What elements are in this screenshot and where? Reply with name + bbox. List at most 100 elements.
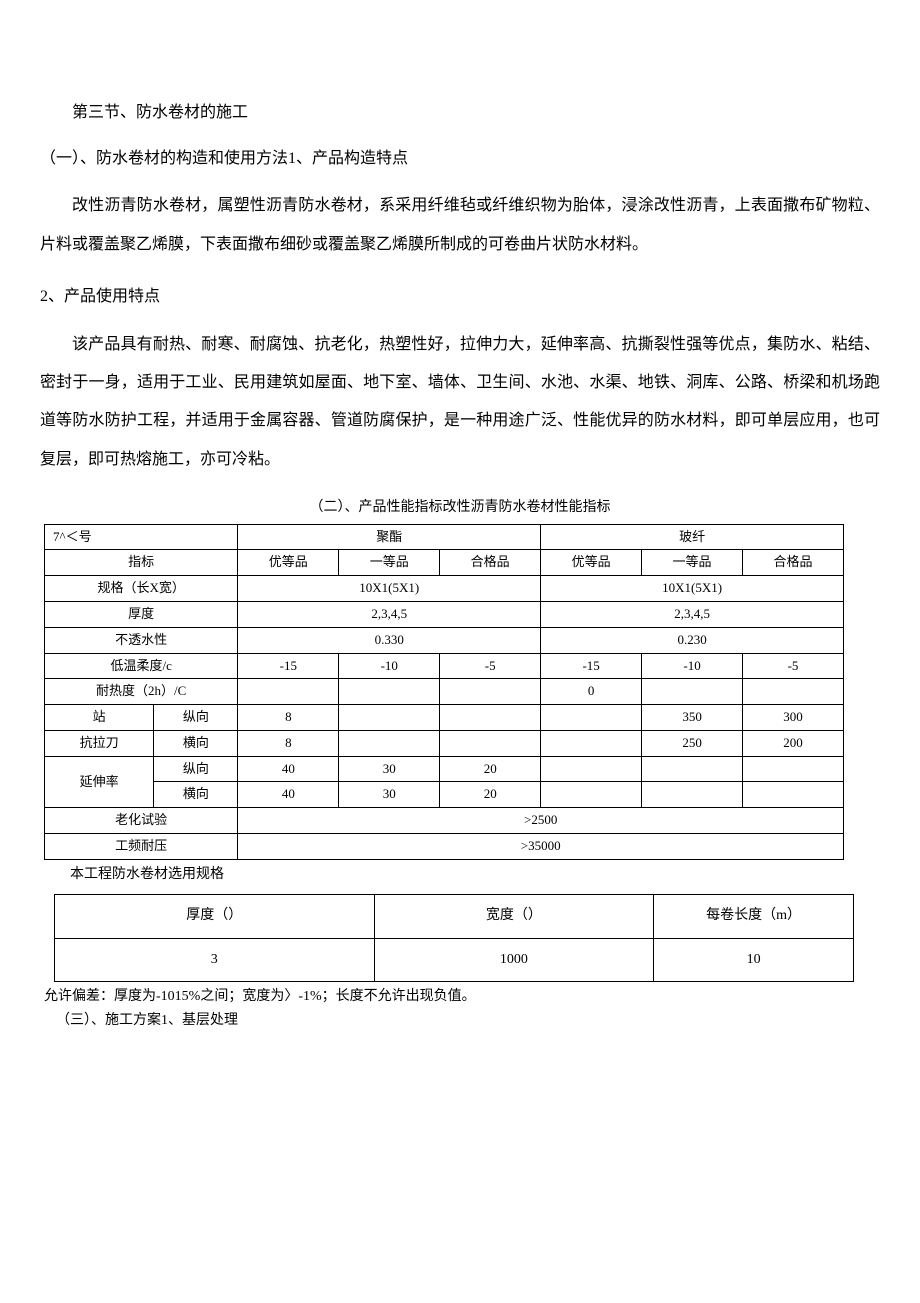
- table-row: 耐热度（2h）/C 0: [45, 679, 844, 705]
- cell: 200: [743, 730, 844, 756]
- cell: 每卷长度（m）: [654, 895, 854, 938]
- cell: 350: [642, 705, 743, 731]
- cell: [743, 756, 844, 782]
- cell: 10: [654, 938, 854, 981]
- cell: 纵向: [154, 705, 238, 731]
- spec-table: 厚度（） 宽度（） 每卷长度（m） 3 1000 10: [54, 894, 854, 982]
- table-row: 厚度（） 宽度（） 每卷长度（m）: [55, 895, 854, 938]
- cell: [339, 705, 440, 731]
- cell: [541, 782, 642, 808]
- cell: 30: [339, 782, 440, 808]
- cell: 耐热度（2h）/C: [45, 679, 238, 705]
- cell: >35000: [238, 834, 844, 860]
- cell: [440, 705, 541, 731]
- cell: [440, 730, 541, 756]
- cell: 2,3,4,5: [238, 601, 541, 627]
- cell: 10X1(5X1): [541, 576, 844, 602]
- cell: [743, 782, 844, 808]
- performance-table: 7^＜号 聚酯 玻纤 指标 优等品 一等品 合格品 优等品 一等品 合格品 规格…: [44, 524, 844, 860]
- cell: 宽度（）: [374, 895, 654, 938]
- table-row: 抗拉刀 横向 8 250 200: [45, 730, 844, 756]
- cell: [238, 679, 339, 705]
- table-row: 厚度 2,3,4,5 2,3,4,5: [45, 601, 844, 627]
- cell: -5: [743, 653, 844, 679]
- final-section: （三）、施工方案1、基层处理: [56, 1010, 880, 1032]
- cell: [642, 782, 743, 808]
- cell: 一等品: [339, 550, 440, 576]
- paragraph-2: 该产品具有耐热、耐寒、耐腐蚀、抗老化，热塑性好，拉伸力大，延伸率高、抗撕裂性强等…: [40, 326, 880, 480]
- cell: 10X1(5X1): [238, 576, 541, 602]
- cell: 抗拉刀: [45, 730, 154, 756]
- cell: -10: [642, 653, 743, 679]
- table-row: 指标 优等品 一等品 合格品 优等品 一等品 合格品: [45, 550, 844, 576]
- table-row: 老化试验 >2500: [45, 808, 844, 834]
- table-row: 站 纵向 8 350 300: [45, 705, 844, 731]
- cell: 0.230: [541, 627, 844, 653]
- sub-heading-2: 2、产品使用特点: [40, 284, 880, 310]
- cell: 老化试验: [45, 808, 238, 834]
- cell: 不透水性: [45, 627, 238, 653]
- cell: 工频耐压: [45, 834, 238, 860]
- cell: 低温柔度/c: [45, 653, 238, 679]
- table-row: 横向 40 30 20: [45, 782, 844, 808]
- cell: [440, 679, 541, 705]
- section-title: 第三节、防水卷材的施工: [40, 100, 880, 126]
- cell: 20: [440, 756, 541, 782]
- cell: 2,3,4,5: [541, 601, 844, 627]
- cell: 横向: [154, 782, 238, 808]
- cell: [642, 679, 743, 705]
- cell: 0: [541, 679, 642, 705]
- cell: -15: [541, 653, 642, 679]
- cell: 纵向: [154, 756, 238, 782]
- cell: [541, 705, 642, 731]
- cell: 优等品: [238, 550, 339, 576]
- cell: 厚度: [45, 601, 238, 627]
- cell: 一等品: [642, 550, 743, 576]
- cell: 玻纤: [541, 524, 844, 550]
- table1-caption: （二）、产品性能指标改性沥青防水卷材性能指标: [40, 497, 880, 519]
- table-row: 不透水性 0.330 0.230: [45, 627, 844, 653]
- cell: 聚酯: [238, 524, 541, 550]
- cell: >2500: [238, 808, 844, 834]
- table-row: 延伸率 纵向 40 30 20: [45, 756, 844, 782]
- footnote: 允许偏差：厚度为-1015%之间；宽度为〉-1%；长度不允许出现负值。: [44, 986, 880, 1008]
- cell: -5: [440, 653, 541, 679]
- cell: 合格品: [440, 550, 541, 576]
- table-row: 7^＜号 聚酯 玻纤: [45, 524, 844, 550]
- table-row: 工频耐压 >35000: [45, 834, 844, 860]
- cell: 指标: [45, 550, 238, 576]
- cell: 1000: [374, 938, 654, 981]
- cell: 合格品: [743, 550, 844, 576]
- sub-note: 本工程防水卷材选用规格: [70, 864, 880, 886]
- cell: 0.330: [238, 627, 541, 653]
- cell: -10: [339, 653, 440, 679]
- cell: 300: [743, 705, 844, 731]
- table-row: 3 1000 10: [55, 938, 854, 981]
- cell: 7^＜号: [45, 524, 238, 550]
- cell: 3: [55, 938, 375, 981]
- cell: 8: [238, 730, 339, 756]
- cell: 规格（长X宽）: [45, 576, 238, 602]
- cell: 40: [238, 782, 339, 808]
- subsection-1: （一）、防水卷材的构造和使用方法1、产品构造特点: [40, 146, 880, 172]
- cell: 8: [238, 705, 339, 731]
- paragraph-1: 改性沥青防水卷材，属塑性沥青防水卷材，系采用纤维毡或纤维织物为胎体，浸涂改性沥青…: [40, 187, 880, 264]
- cell: 30: [339, 756, 440, 782]
- table-row: 规格（长X宽） 10X1(5X1) 10X1(5X1): [45, 576, 844, 602]
- cell: [642, 756, 743, 782]
- cell: 延伸率: [45, 756, 154, 808]
- cell: [339, 730, 440, 756]
- cell: [743, 679, 844, 705]
- cell: 横向: [154, 730, 238, 756]
- cell: 厚度（）: [55, 895, 375, 938]
- cell: 250: [642, 730, 743, 756]
- cell: 优等品: [541, 550, 642, 576]
- cell: [339, 679, 440, 705]
- cell: 40: [238, 756, 339, 782]
- cell: [541, 730, 642, 756]
- cell: 站: [45, 705, 154, 731]
- cell: -15: [238, 653, 339, 679]
- cell: 20: [440, 782, 541, 808]
- cell: [541, 756, 642, 782]
- table-row: 低温柔度/c -15 -10 -5 -15 -10 -5: [45, 653, 844, 679]
